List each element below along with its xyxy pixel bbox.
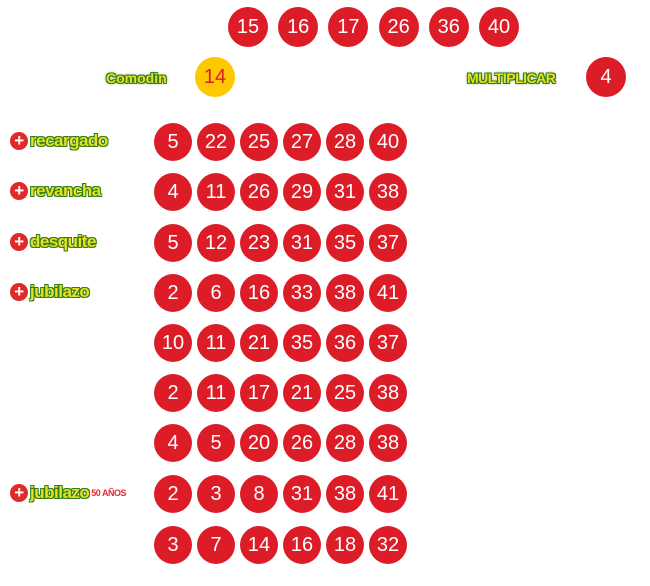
50-anos-badge: 50 AÑOS — [91, 487, 126, 498]
number-ball: 7 — [197, 526, 235, 564]
number-ball: 29 — [283, 173, 321, 211]
number-ball: 41 — [369, 274, 407, 312]
number-ball: 16 — [240, 274, 278, 312]
number-ball: 10 — [154, 324, 192, 362]
main-number-ball: 36 — [428, 7, 469, 47]
game-label-recargado: + recargado — [10, 131, 108, 151]
number-ball: 4 — [154, 424, 192, 462]
number-ball: 31 — [283, 475, 321, 513]
number-ball: 20 — [240, 424, 278, 462]
game-name: recargado — [30, 131, 108, 150]
game-name: desquite — [30, 232, 96, 251]
number-ball: 25 — [326, 374, 364, 412]
number-ball: 41 — [369, 475, 407, 513]
number-ball: 36 — [326, 324, 364, 362]
multiplicar-ball: 4 — [586, 57, 626, 97]
comodin-label: Comodin — [106, 70, 167, 86]
number-ball: 37 — [369, 224, 407, 262]
plus-icon: + — [10, 233, 28, 251]
number-ball: 27 — [283, 123, 321, 161]
comodin-ball: 14 — [195, 57, 235, 97]
number-ball: 28 — [326, 424, 364, 462]
number-ball: 4 — [154, 173, 192, 211]
number-ball: 11 — [197, 374, 235, 412]
number-ball: 2 — [154, 374, 192, 412]
number-ball: 35 — [326, 224, 364, 262]
number-ball: 26 — [240, 173, 278, 211]
number-ball: 38 — [369, 374, 407, 412]
number-ball: 18 — [326, 526, 364, 564]
number-ball: 23 — [240, 224, 278, 262]
number-ball: 26 — [283, 424, 321, 462]
multiplicar-label: MULTIPLICAR — [467, 70, 556, 86]
number-ball: 16 — [283, 526, 321, 564]
number-ball: 21 — [283, 374, 321, 412]
game-label-jubilazo: + jubilazo 50 AÑOS — [10, 483, 126, 503]
plus-icon: + — [10, 484, 28, 502]
game-name: revancha — [30, 181, 101, 200]
number-ball: 25 — [240, 123, 278, 161]
number-ball: 2 — [154, 274, 192, 312]
number-ball: 31 — [326, 173, 364, 211]
main-number-ball: 16 — [278, 7, 319, 47]
number-ball: 5 — [154, 224, 192, 262]
main-number-ball: 40 — [479, 7, 519, 47]
number-ball: 2 — [154, 475, 192, 513]
number-ball: 38 — [326, 475, 364, 513]
number-ball: 38 — [369, 173, 407, 211]
main-number-ball: 15 — [228, 7, 268, 47]
game-name: jubilazo — [30, 282, 90, 301]
plus-icon: + — [10, 182, 28, 200]
number-ball: 37 — [369, 324, 407, 362]
number-ball: 6 — [197, 274, 235, 312]
number-ball: 31 — [283, 224, 321, 262]
number-ball: 28 — [326, 123, 364, 161]
main-number-ball: 26 — [378, 7, 419, 47]
number-ball: 3 — [154, 526, 192, 564]
number-ball: 5 — [154, 123, 192, 161]
main-number-ball: 17 — [328, 7, 369, 47]
game-label-revancha: + revancha — [10, 181, 101, 201]
number-ball: 3 — [197, 475, 235, 513]
number-ball: 22 — [197, 123, 235, 161]
plus-icon: + — [10, 132, 28, 150]
number-ball: 8 — [240, 475, 278, 513]
number-ball: 32 — [369, 526, 407, 564]
number-ball: 11 — [197, 173, 235, 211]
game-name: jubilazo — [30, 483, 90, 502]
number-ball: 38 — [326, 274, 364, 312]
game-label-jubilazo: + jubilazo — [10, 282, 90, 302]
number-ball: 40 — [369, 123, 407, 161]
plus-icon: + — [10, 283, 28, 301]
game-label-desquite: + desquite — [10, 232, 96, 252]
number-ball: 14 — [240, 526, 278, 564]
number-ball: 38 — [369, 424, 407, 462]
number-ball: 33 — [283, 274, 321, 312]
number-ball: 35 — [283, 324, 321, 362]
number-ball: 12 — [197, 224, 235, 262]
number-ball: 17 — [240, 374, 278, 412]
number-ball: 5 — [197, 424, 235, 462]
number-ball: 11 — [197, 324, 235, 362]
number-ball: 21 — [240, 324, 278, 362]
